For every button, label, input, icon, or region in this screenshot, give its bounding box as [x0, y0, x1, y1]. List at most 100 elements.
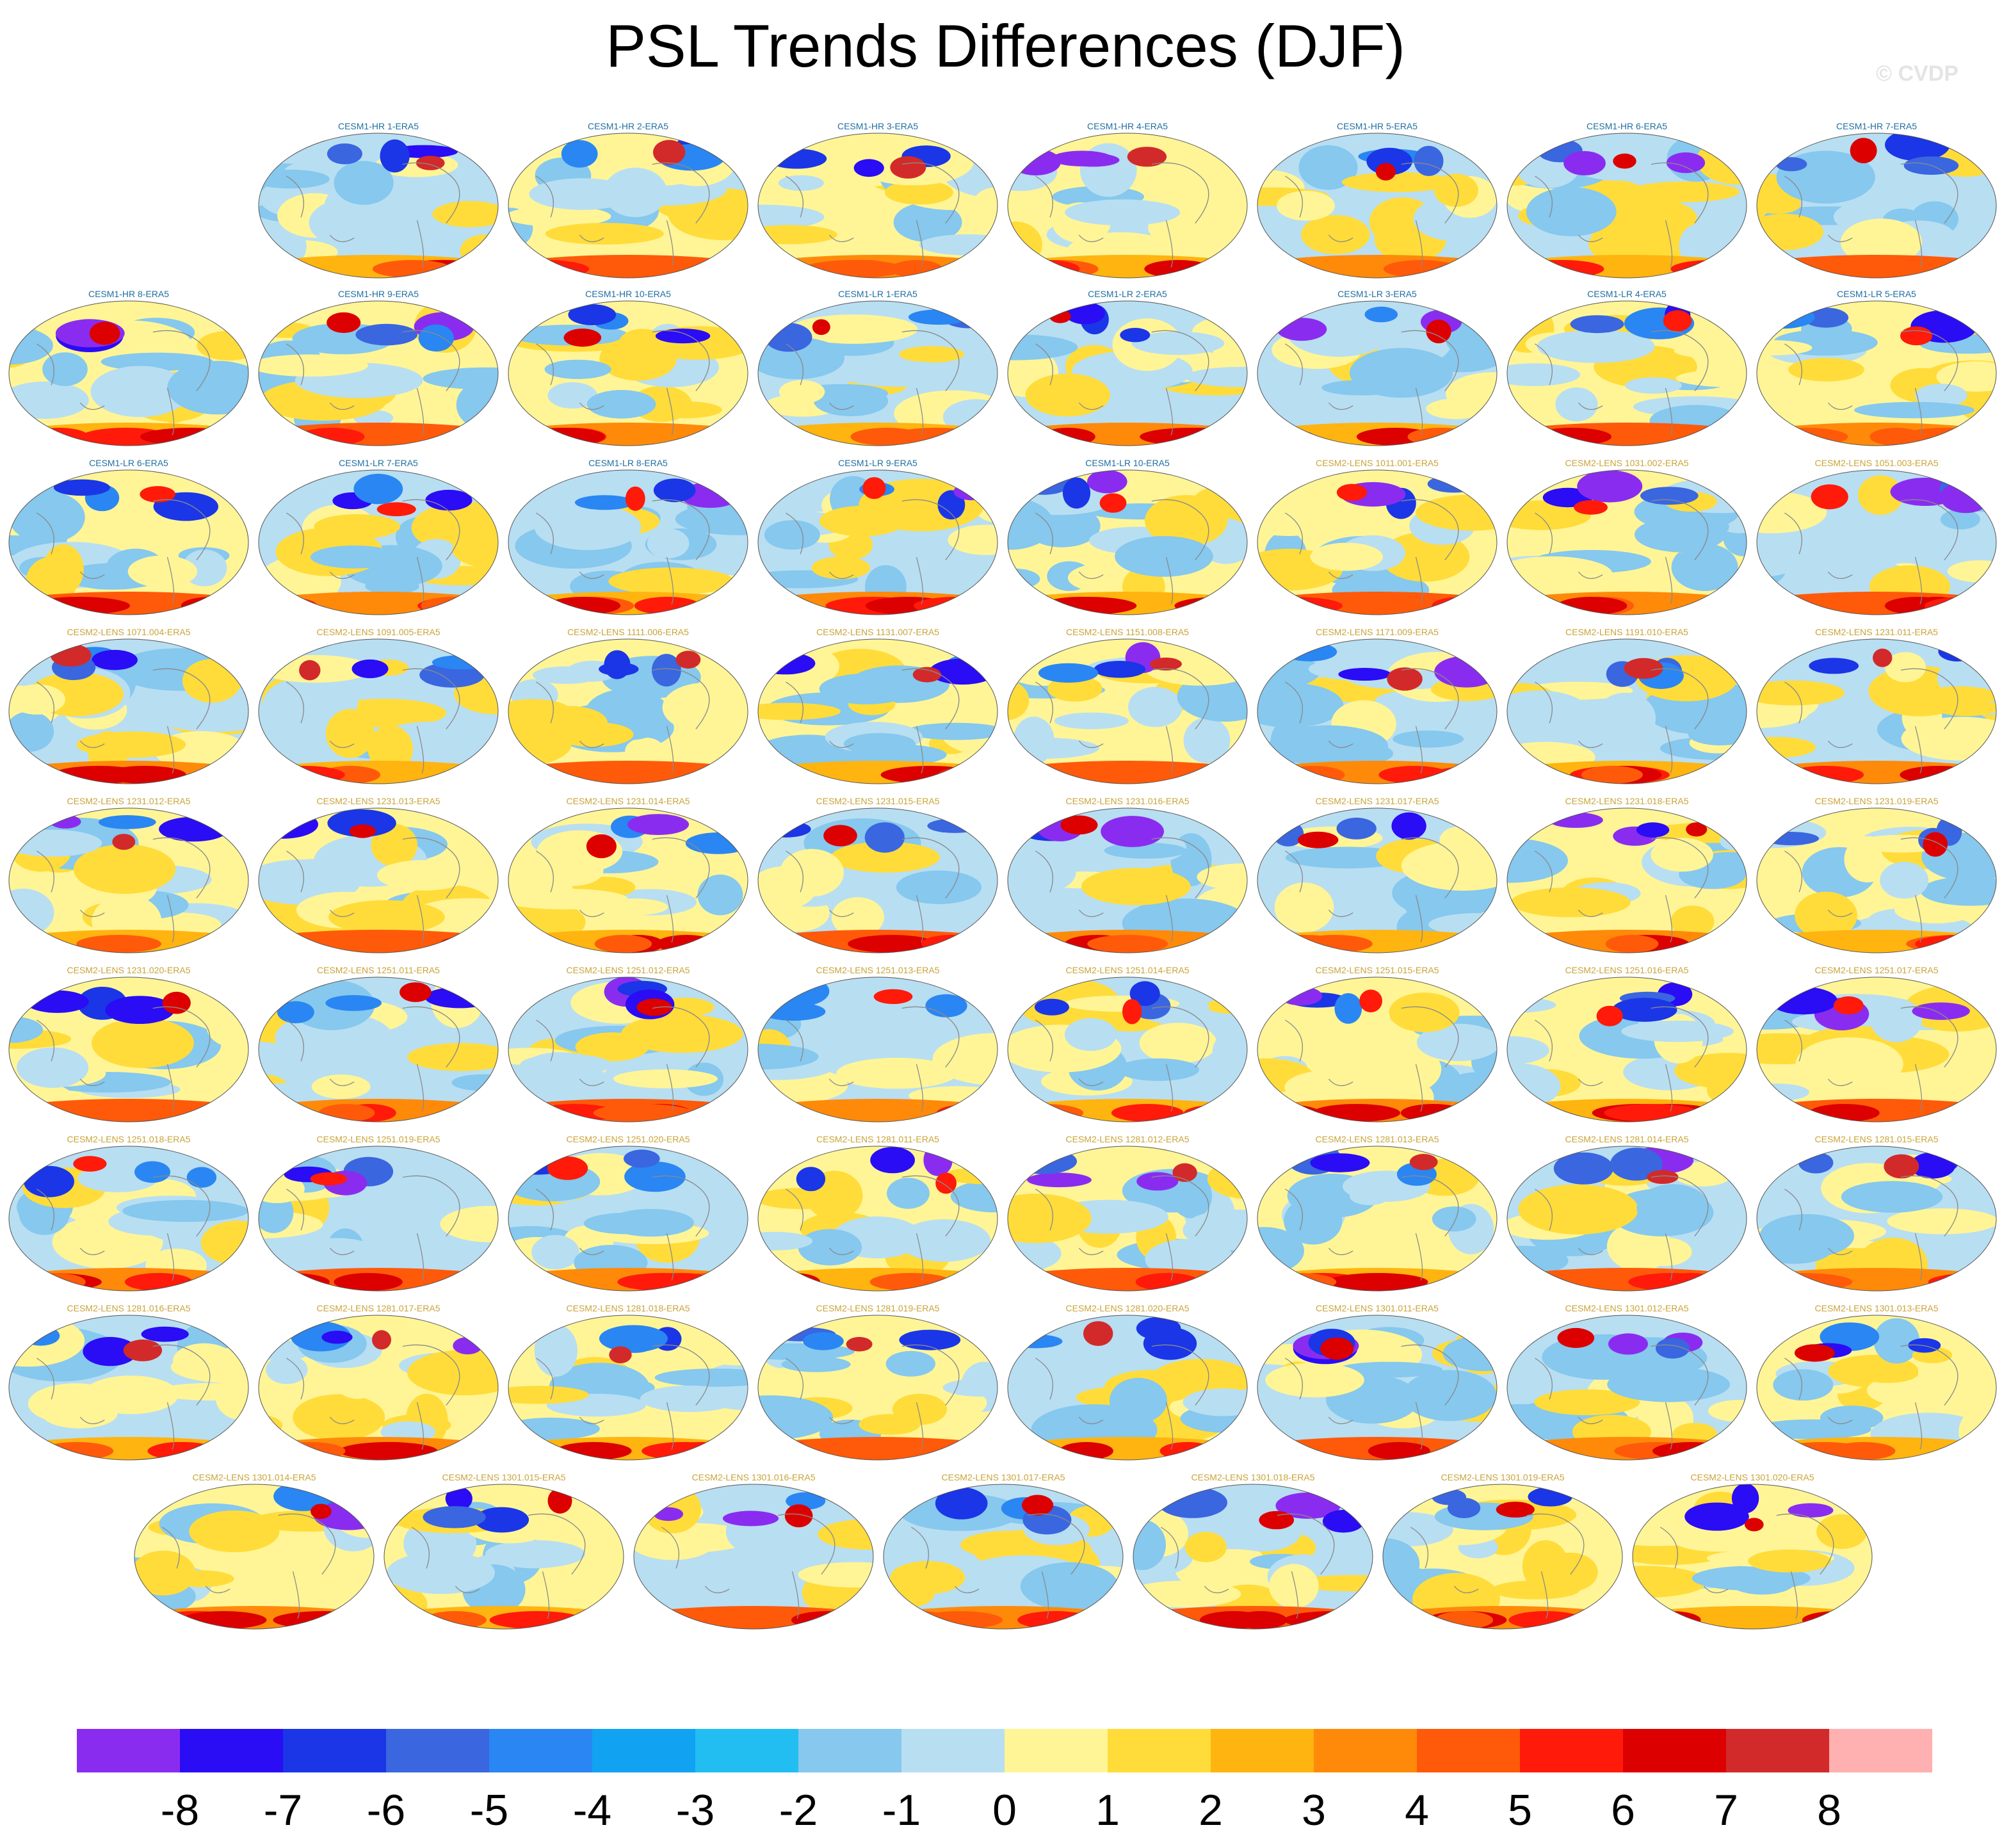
map-border	[1257, 807, 1498, 953]
map-field	[134, 1484, 375, 1630]
field-contour	[1775, 157, 1807, 172]
field-contour	[1423, 1442, 1482, 1460]
field-contour	[652, 654, 681, 687]
field-contour	[89, 321, 120, 345]
coastline	[1035, 162, 1209, 268]
map-field	[508, 1315, 748, 1461]
field-contour	[758, 766, 795, 784]
coastline	[536, 1006, 710, 1112]
field-contour	[1621, 1020, 1734, 1042]
panel-title: CESM2-LENS 1281.013-ERA5	[1315, 1134, 1439, 1144]
field-contour	[1145, 495, 1228, 547]
field-contour	[149, 1442, 209, 1460]
field-contour	[1936, 361, 1996, 392]
field-contour	[1383, 1512, 1453, 1547]
field-contour	[1016, 472, 1071, 495]
field-contour	[83, 1336, 138, 1366]
field-contour	[1854, 401, 1975, 419]
map-panel: CESM2-LENS 1301.015-ERA5	[380, 1471, 627, 1632]
panel-title: CESM2-LENS 1281.015-ERA5	[1814, 1134, 1939, 1144]
field-contour	[1870, 998, 1923, 1042]
panel-title: CESM1-LR 3-ERA5	[1337, 289, 1417, 299]
field-contour	[73, 1156, 107, 1172]
field-contour	[141, 1326, 189, 1342]
field-contour	[1757, 592, 1996, 615]
map-field	[258, 1315, 499, 1461]
map-border	[1007, 977, 1248, 1123]
field-contour	[612, 260, 685, 278]
field-contour	[1383, 1538, 1420, 1590]
field-contour	[1081, 868, 1191, 905]
field-contour	[263, 676, 359, 727]
field-contour	[873, 989, 913, 1004]
map-field	[1007, 807, 1248, 953]
field-contour	[124, 1273, 193, 1291]
field-contour	[1359, 1043, 1442, 1096]
field-contour	[1507, 690, 1592, 741]
field-contour	[9, 491, 85, 544]
map-panel: CESM1-LR 8-ERA5	[505, 457, 752, 617]
field-contour	[1435, 1611, 1494, 1629]
field-contour	[1415, 494, 1497, 531]
map-field	[508, 977, 748, 1123]
panel-title: CESM2-LENS 1231.020-ERA5	[67, 965, 191, 975]
field-contour	[40, 1442, 114, 1460]
field-contour	[349, 1442, 431, 1460]
field-contour	[1809, 658, 1859, 674]
field-contour	[123, 1339, 163, 1361]
field-contour	[1611, 998, 1677, 1022]
map-panel: CESM2-LENS 1301.016-ERA5	[630, 1471, 877, 1632]
colorbar-cell	[1726, 1729, 1829, 1772]
coastline	[536, 837, 710, 943]
field-contour	[1434, 174, 1478, 207]
map-border	[1506, 807, 1747, 953]
field-contour	[1887, 1208, 1996, 1235]
panel-title: CESM2-LENS 1131.007-ERA5	[816, 627, 939, 637]
field-contour	[764, 323, 812, 352]
field-contour	[1585, 1539, 1622, 1591]
colorbar-tick-label: -8	[161, 1786, 199, 1835]
field-contour	[813, 385, 889, 416]
field-contour	[1143, 1327, 1197, 1360]
map-field	[1756, 300, 1997, 446]
field-contour	[1786, 766, 1864, 784]
field-contour	[423, 367, 498, 390]
field-contour	[416, 156, 445, 170]
map-field	[258, 133, 499, 279]
map-border	[508, 469, 748, 615]
field-contour	[608, 1209, 694, 1237]
map-field	[8, 807, 249, 953]
map-panel: CESM2-LENS 1281.013-ERA5	[1254, 1133, 1501, 1293]
coastline	[536, 499, 710, 604]
field-contour	[1010, 1148, 1078, 1174]
field-contour	[1671, 543, 1738, 591]
panel-title: CESM2-LENS 1251.011-ERA5	[317, 965, 440, 975]
field-contour	[613, 1069, 718, 1089]
field-contour	[574, 495, 634, 510]
field-contour	[182, 659, 241, 703]
field-contour	[923, 1146, 953, 1176]
field-contour	[942, 1378, 997, 1397]
colorbar-cell	[1005, 1729, 1108, 1772]
field-contour	[1757, 935, 1796, 953]
field-contour	[758, 1044, 819, 1070]
map-field	[508, 638, 748, 784]
map-panel: CESM2-LENS 1281.017-ERA5	[255, 1302, 502, 1463]
field-contour	[1008, 935, 1056, 953]
field-contour	[1257, 260, 1293, 278]
colorbar-tick-label: -1	[882, 1786, 921, 1835]
field-contour	[327, 143, 362, 165]
field-contour	[1257, 1390, 1319, 1426]
map-panel: CESM2-LENS 1231.020-ERA5	[5, 964, 252, 1124]
field-contour	[1642, 1611, 1701, 1629]
field-contour	[1816, 1514, 1868, 1549]
field-contour	[1341, 172, 1453, 192]
field-contour	[642, 1442, 725, 1460]
coastline	[162, 1513, 336, 1619]
field-contour	[1158, 1487, 1227, 1518]
field-contour	[1034, 998, 1069, 1016]
field-contour	[1257, 867, 1305, 886]
map-panel: CESM2-LENS 1071.004-ERA5	[5, 626, 252, 786]
field-contour	[634, 1606, 873, 1629]
